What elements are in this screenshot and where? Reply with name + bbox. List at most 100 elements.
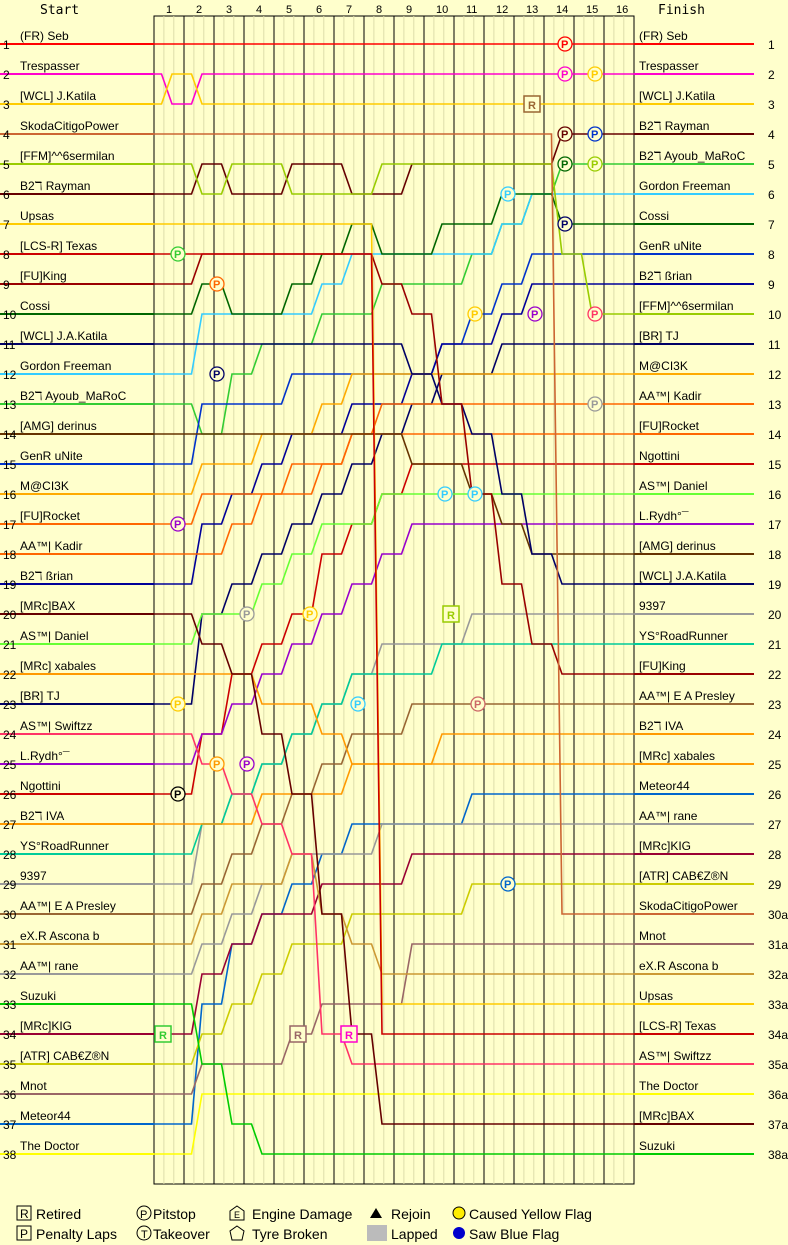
- pitstop-marker: [437, 486, 453, 502]
- start-driver-name: [WCL] J.A.Katila: [20, 329, 108, 343]
- driver-trace: [154, 733, 634, 1065]
- position-rows: 1 (FR) Seb 2 Trespasser 3 [WCL] J.Katila 4 Skod…: [0, 29, 788, 1162]
- finish-position: 26: [768, 788, 782, 802]
- start-driver-name: GenR uNite: [20, 449, 83, 463]
- start-position: 17: [3, 518, 17, 532]
- driver-trace: [154, 883, 634, 1065]
- start-position: 11: [3, 338, 16, 352]
- finish-driver-name: Ngottini: [639, 449, 680, 463]
- start-driver-name: Ngottini: [20, 779, 61, 793]
- driver-trace: [154, 823, 634, 975]
- event-markers: P P P R P P P P P P P P P P P P P P P P P P R P P P P P P P R R R: [154, 36, 603, 1043]
- finish-driver-name: [AMG] derinus: [639, 539, 716, 553]
- pitstop-marker: [467, 486, 483, 502]
- start-position: 37: [3, 1118, 17, 1132]
- start-driver-name: [FFM]^^6sermilan: [20, 149, 115, 163]
- finish-driver-name: GenR uNite: [639, 239, 702, 253]
- finish-driver-name: eX.R Ascona b: [639, 959, 719, 973]
- pitstop-marker: [170, 246, 186, 262]
- pitstop-marker-label: P: [504, 189, 511, 201]
- start-driver-name: Cossi: [20, 299, 50, 313]
- lap-tick-label: 8: [376, 4, 382, 16]
- start-driver-name: [FU]Rocket: [20, 509, 81, 523]
- driver-trace: [154, 373, 634, 495]
- svg-text:Engine Damage: Engine Damage: [252, 1206, 353, 1222]
- finish-position: 23: [768, 698, 782, 712]
- engine-icon: [229, 1205, 245, 1221]
- finish-driver-name: B2ℸ Ayoub_MaRoC: [639, 149, 746, 163]
- start-position: 32: [3, 968, 17, 982]
- start-header: Start: [40, 3, 79, 18]
- lap-tick-label: 12: [496, 4, 508, 16]
- start-position: 5: [3, 158, 10, 172]
- finish-position: 37a: [768, 1118, 788, 1132]
- start-position: 25: [3, 758, 17, 772]
- blue-flag-icon: [453, 1227, 465, 1239]
- yellow-flag-icon: [452, 1206, 466, 1220]
- svg-text:Tyre Broken: Tyre Broken: [252, 1226, 327, 1242]
- finish-driver-name: B2ℸ IVA: [639, 719, 683, 733]
- pitstop-marker: [302, 606, 318, 622]
- finish-position: 5: [768, 158, 775, 172]
- start-position: 16: [3, 488, 17, 502]
- pitstop-marker: [587, 306, 603, 322]
- finish-driver-name: AS™| Swiftzz: [639, 1049, 711, 1063]
- retired-marker: [340, 1025, 358, 1043]
- legend-saw-blue-flag: Saw Blue Flag: [453, 1226, 559, 1242]
- finish-driver-name: [LCS-R] Texas: [639, 1019, 716, 1033]
- start-driver-name: Suzuki: [20, 989, 56, 1003]
- finish-driver-name: Upsas: [639, 989, 673, 1003]
- start-driver-name: AS™| Daniel: [20, 629, 88, 643]
- pitstop-marker-label: P: [441, 489, 448, 501]
- legend-tyre-broken: Tyre Broken: [229, 1225, 327, 1242]
- start-driver-name: [BR] TJ: [20, 689, 60, 703]
- start-position: 29: [3, 878, 17, 892]
- start-driver-name: B2ℸ IVA: [20, 809, 64, 823]
- lap-tick-label: 2: [196, 4, 202, 16]
- start-position: 1: [3, 38, 10, 52]
- start-driver-name: [MRc]KIG: [20, 1019, 72, 1033]
- lap-tick-label: 16: [616, 4, 628, 16]
- retired-marker-label: R: [528, 100, 536, 112]
- finish-driver-name: AA™| E A Presley: [639, 689, 735, 703]
- lap-tick-label: 13: [526, 4, 538, 16]
- driver-trace: [154, 133, 634, 915]
- start-driver-name: B2ℸ Rayman: [20, 179, 90, 193]
- finish-driver-name: Suzuki: [639, 1139, 675, 1153]
- pitstop-marker-label: P: [471, 489, 478, 501]
- start-driver-name: M@CI3K: [20, 479, 69, 493]
- finish-position: 29: [768, 878, 782, 892]
- finish-driver-name: [FU]Rocket: [639, 419, 700, 433]
- start-driver-name: [WCL] J.Katila: [20, 89, 96, 103]
- finish-position: 34a: [768, 1028, 788, 1042]
- driver-trace: [154, 853, 634, 1035]
- legend-rejoin: Rejoin: [370, 1206, 431, 1222]
- start-position: 30: [3, 908, 17, 922]
- finish-position: 33a: [768, 998, 788, 1012]
- start-driver-name: YS°RoadRunner: [20, 839, 109, 853]
- lapped-swatch: [367, 1225, 387, 1241]
- start-driver-name: (FR) Seb: [20, 29, 69, 43]
- driver-trace: [154, 853, 634, 975]
- start-position: 6: [3, 188, 10, 202]
- finish-position: 17: [768, 518, 782, 532]
- start-driver-name: [LCS-R] Texas: [20, 239, 97, 253]
- finish-position: 18: [768, 548, 782, 562]
- driver-trace: [154, 1003, 634, 1155]
- start-position: 14: [3, 428, 17, 442]
- finish-position: 10: [768, 308, 782, 322]
- pitstop-marker: [239, 756, 255, 772]
- finish-driver-name: Gordon Freeman: [639, 179, 730, 193]
- start-position: 27: [3, 818, 17, 832]
- pitstop-marker: [209, 756, 225, 772]
- finish-position: 19: [768, 578, 782, 592]
- finish-driver-name: [MRc] xabales: [639, 749, 715, 763]
- pitstop-marker-label: P: [591, 399, 598, 411]
- pitstop-marker-label: P: [354, 699, 361, 711]
- finish-header: Finish: [658, 3, 705, 18]
- pitstop-marker-label: P: [471, 309, 478, 321]
- retired-marker: [154, 1025, 172, 1043]
- svg-text:Penalty Laps: Penalty Laps: [36, 1226, 117, 1242]
- finish-driver-name: AA™| rane: [639, 809, 698, 823]
